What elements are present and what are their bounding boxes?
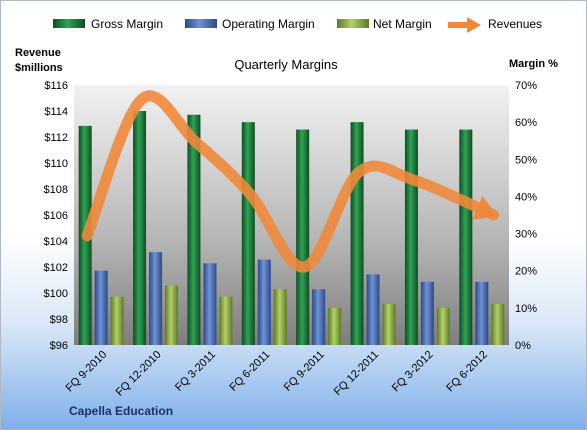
y-left-title-line2: $millions <box>15 62 63 74</box>
gross-margin-bar <box>296 129 310 345</box>
y-left-tick-label: $114 <box>44 106 68 118</box>
plot-area <box>74 85 509 345</box>
y-left-tick-label: $102 <box>44 262 68 274</box>
legend: Gross Margin Operating Margin Net Margin… <box>53 17 542 33</box>
net-margin-bar <box>436 307 450 345</box>
y-left-tick-label: $96 <box>50 340 68 352</box>
y-right-ticks: 0% 10% 20% 30% 40% 50% 60% 70% <box>515 80 537 352</box>
y-left-tick-label: $110 <box>44 158 68 170</box>
y-left-tick-label: $116 <box>44 80 68 92</box>
y-left-tick-label: $104 <box>44 236 68 248</box>
gross-margin-bar <box>459 129 473 345</box>
x-tick-label: FQ 12-2011 <box>332 349 381 398</box>
legend-swatch-gross <box>53 19 85 28</box>
gross-margin-bar <box>133 111 147 345</box>
bars-layer <box>78 111 505 346</box>
gross-margin-bar <box>187 114 201 345</box>
y-left-tick-label: $106 <box>44 210 68 222</box>
y-right-tick-label: 30% <box>515 229 537 241</box>
y-right-tick-label: 10% <box>515 303 537 315</box>
legend-swatch-revenues <box>448 17 481 33</box>
y-right-tick-label: 0% <box>515 340 531 352</box>
operating-margin-bar <box>312 289 326 345</box>
x-tick-label: FQ 3-2012 <box>390 349 436 395</box>
revenue-line-layer <box>81 90 500 273</box>
legend-label-revenues: Revenues <box>488 17 542 31</box>
operating-margin-bar <box>203 263 217 345</box>
y-left-tick-label: $100 <box>44 288 68 300</box>
operating-margin-bar <box>257 259 271 345</box>
y-right-tick-label: 70% <box>515 80 537 92</box>
y-left-title-line1: Revenue <box>15 47 61 59</box>
gross-margin-bar <box>350 122 364 346</box>
y-right-tick-label: 40% <box>515 191 537 203</box>
legend-swatch-operating <box>185 19 217 28</box>
operating-margin-bar <box>94 270 108 345</box>
y-left-ticks: $96 $98 $100 $102 $104 $106 $108 $110 $112 $114 $1… <box>44 80 68 352</box>
revenue-line <box>81 90 500 273</box>
x-tick-label: FQ 6-2012 <box>444 349 490 395</box>
gross-margin-bar <box>241 122 255 346</box>
net-margin-bar <box>165 285 179 345</box>
operating-margin-bar <box>475 281 489 345</box>
net-margin-bar <box>328 307 342 345</box>
y-left-tick-label: $98 <box>50 314 68 326</box>
net-margin-bar <box>382 304 396 345</box>
revenue-arrowhead <box>472 195 498 220</box>
operating-margin-bar <box>420 281 434 345</box>
x-tick-label: FQ 9-2011 <box>282 349 327 394</box>
x-ticks: FQ 9-2010 FQ 12-2010 FQ 3-2011 FQ 6-2011 FQ … <box>64 349 490 399</box>
legend-label-operating: Operating Margin <box>222 17 315 31</box>
y-right-title: Margin % <box>509 58 558 70</box>
company-name: Capella Education <box>69 404 173 418</box>
legend-label-gross: Gross Margin <box>91 17 163 31</box>
net-margin-bar <box>219 296 233 345</box>
y-right-tick-label: 60% <box>515 117 537 129</box>
net-margin-bar <box>273 289 287 345</box>
net-margin-bar <box>491 304 505 345</box>
operating-margin-bar <box>366 274 380 345</box>
x-tick-label: FQ 9-2010 <box>64 349 110 395</box>
legend-label-net: Net Margin <box>373 17 432 31</box>
y-right-tick-label: 50% <box>515 154 537 166</box>
x-tick-label: FQ 12-2010 <box>114 349 164 399</box>
y-right-tick-label: 20% <box>515 266 537 278</box>
x-tick-label: FQ 6-2011 <box>227 349 272 394</box>
legend-swatch-net <box>337 19 369 28</box>
gross-margin-bar <box>404 129 418 345</box>
net-margin-bar <box>110 296 124 345</box>
y-left-tick-label: $108 <box>44 184 68 196</box>
chart-title: Quarterly Margins <box>234 57 338 72</box>
operating-margin-bar <box>149 252 163 345</box>
y-left-tick-label: $112 <box>44 132 68 144</box>
x-tick-label: FQ 3-2011 <box>173 349 218 394</box>
